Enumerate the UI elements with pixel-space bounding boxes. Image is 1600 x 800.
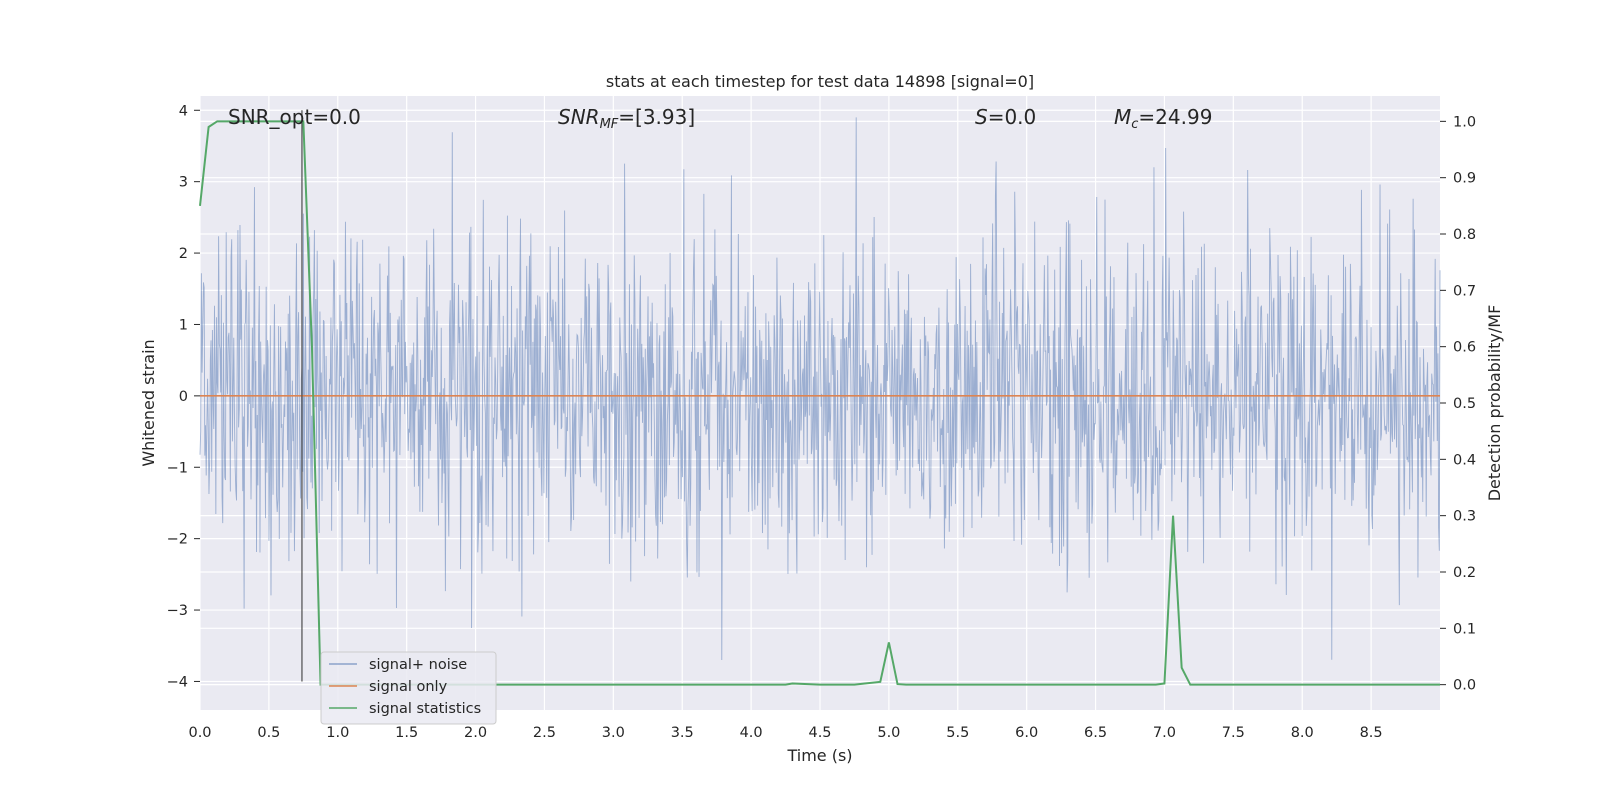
x-axis-ticks: 0.0 0.5 1.0 1.5 2.0 2.5 3.0 3.5 4.0 4.5 5.0 5.5 6.0 6… <box>188 725 1382 741</box>
y-tick-label: 1 <box>179 317 188 333</box>
x-tick-label: 7.5 <box>1222 725 1245 741</box>
x-tick-label: 0.0 <box>188 725 211 741</box>
y2-tick-label: 0.7 <box>1453 283 1476 299</box>
y-tick-label: 3 <box>179 175 188 191</box>
y2-tick-label: 0.4 <box>1453 452 1476 468</box>
y2-tick-label: 1.0 <box>1453 114 1476 130</box>
chart-title: stats at each timestep for test data 148… <box>606 72 1034 91</box>
x-tick-label: 6.0 <box>1015 725 1038 741</box>
annotation-snr-mf-sub: MF <box>600 117 619 132</box>
y2-tick-label: 0.1 <box>1453 621 1476 637</box>
series-signal-noise-line <box>199 117 1441 661</box>
y2-tick-label: 0.2 <box>1453 565 1476 581</box>
x-tick-label: 5.5 <box>946 725 969 741</box>
x-tick-label: 0.5 <box>257 725 280 741</box>
y-tick-label: −1 <box>167 460 188 476</box>
plot-area <box>199 96 1441 710</box>
y-tick-label: −4 <box>167 674 188 690</box>
x-tick-label: 4.0 <box>740 725 763 741</box>
y2-tick-label: 0.0 <box>1453 678 1476 694</box>
y-axis-right-ticks: 0.0 0.1 0.2 0.3 0.4 0.5 0.6 0.7 0.8 0.9 1.0 <box>1440 114 1476 694</box>
annotation-s: S=0.0 <box>975 105 1036 129</box>
series-signal-statistics-line <box>199 120 1440 686</box>
y-tick-label: 0 <box>179 389 188 405</box>
annotation-mc-symbol: M <box>1114 105 1131 129</box>
x-tick-label: 4.5 <box>808 725 831 741</box>
annotation-snr-opt: SNR_opt=0.0 <box>228 105 361 129</box>
annotation-snr-mf-base: SNR <box>558 105 600 129</box>
y2-tick-label: 0.8 <box>1453 227 1476 243</box>
annotation-snr-mf: SNRMF=[3.93] <box>558 105 695 132</box>
x-tick-label: 2.0 <box>464 725 487 741</box>
x-tick-label: 8.5 <box>1360 725 1383 741</box>
x-tick-label: 3.5 <box>671 725 694 741</box>
y2-axis-label: Detection probability/MF <box>1485 305 1504 502</box>
x-tick-label: 3.0 <box>602 725 625 741</box>
legend-label-signal-noise: signal+ noise <box>369 657 467 673</box>
y2-tick-label: 0.5 <box>1453 396 1476 412</box>
y-axis-label: Whitened strain <box>139 339 158 466</box>
y2-tick-label: 0.9 <box>1453 171 1476 187</box>
legend: signal+ noise signal only signal statist… <box>320 651 497 725</box>
x-axis-label: Time (s) <box>786 746 852 765</box>
annotation-mc: Mc=24.99 <box>1114 105 1212 132</box>
y-tick-label: −3 <box>167 603 188 619</box>
x-tick-label: 1.5 <box>395 725 418 741</box>
x-tick-label: 1.0 <box>326 725 349 741</box>
y-tick-label: −2 <box>167 532 188 548</box>
legend-label-signal-statistics: signal statistics <box>369 701 481 717</box>
x-tick-label: 8.0 <box>1291 725 1314 741</box>
y-tick-label: 2 <box>179 246 188 262</box>
annotation-s-symbol: S <box>975 105 988 129</box>
x-tick-label: 6.5 <box>1084 725 1107 741</box>
data-layer <box>199 110 1441 686</box>
y2-tick-label: 0.3 <box>1453 509 1476 525</box>
y-axis-left-ticks: −4 −3 −2 −1 0 1 2 3 4 <box>167 103 200 690</box>
y2-tick-label: 0.6 <box>1453 340 1476 356</box>
y-tick-label: 4 <box>179 103 188 119</box>
legend-label-signal-only: signal only <box>369 679 448 695</box>
x-tick-label: 2.5 <box>533 725 556 741</box>
annotation-snr-mf-value: =[3.93] <box>618 105 695 129</box>
annotation-s-value: =0.0 <box>988 105 1037 129</box>
x-tick-label: 7.0 <box>1153 725 1176 741</box>
annotation-mc-value: =24.99 <box>1138 105 1212 129</box>
x-tick-label: 5.0 <box>877 725 900 741</box>
annotation-mc-sub: c <box>1131 117 1138 132</box>
legend-box <box>320 651 497 725</box>
